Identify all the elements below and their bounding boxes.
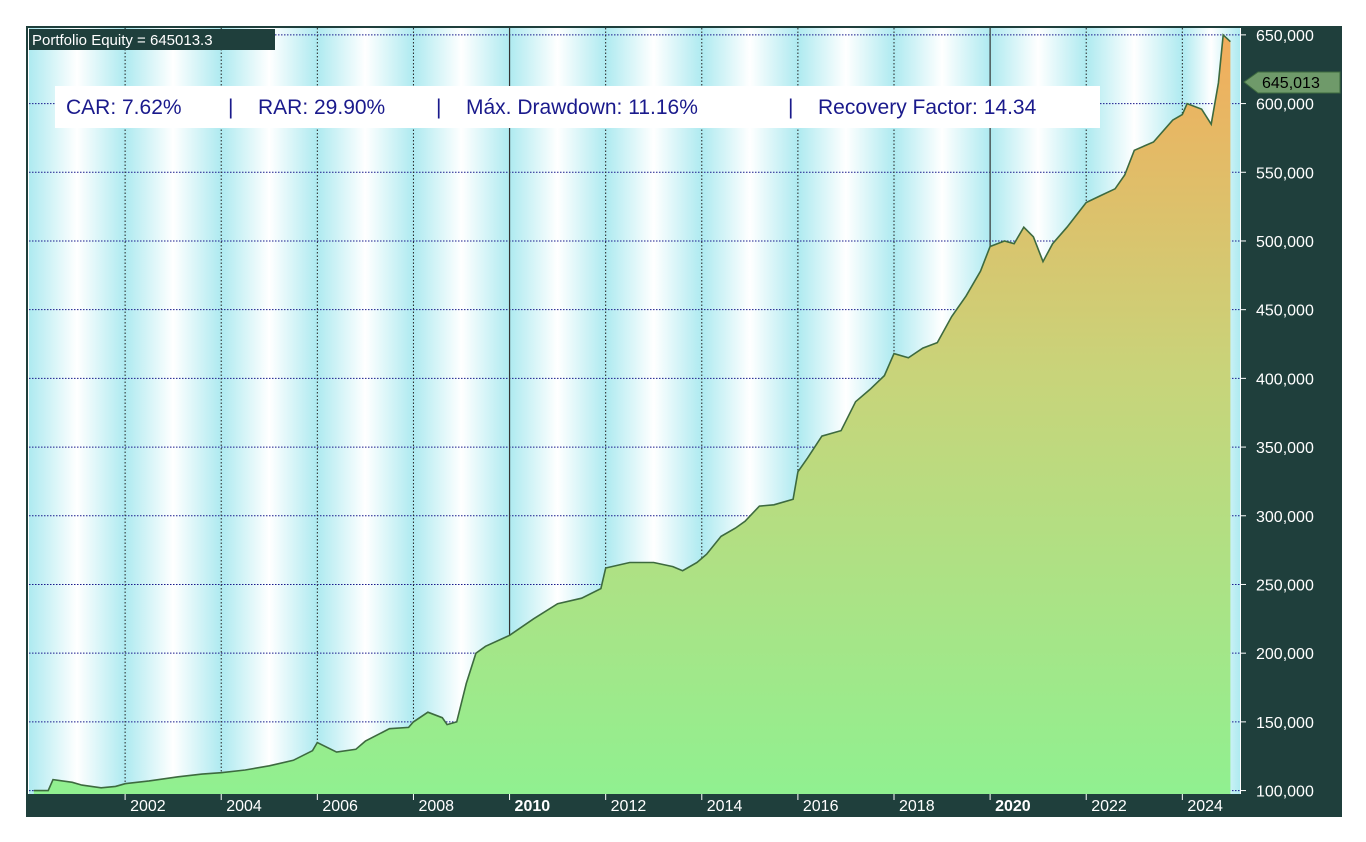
x-tick-label: 2024 bbox=[1187, 798, 1223, 815]
background-band bbox=[221, 28, 318, 794]
chart-title: Portfolio Equity = 645013.3 bbox=[32, 32, 213, 49]
y-tick-label: 400,000 bbox=[1256, 371, 1314, 388]
x-tick-label: 2014 bbox=[707, 798, 743, 815]
x-axis-ticks: 2002 2004 2006 2008 2010 2012 2014 2016 2018 2020… bbox=[124, 794, 1223, 815]
x-tick-label: 2016 bbox=[803, 798, 839, 815]
stat-separator: | bbox=[436, 96, 441, 119]
stat-separator: | bbox=[228, 96, 233, 119]
x-tick-label: 2006 bbox=[322, 798, 358, 815]
y-axis-panel bbox=[1241, 28, 1341, 816]
last-value-marker: 645,013 bbox=[1243, 71, 1341, 94]
y-tick-label: 500,000 bbox=[1256, 234, 1314, 251]
y-tick-label: 550,000 bbox=[1256, 165, 1314, 182]
x-axis-panel bbox=[28, 794, 1241, 816]
stats-line: CAR: 7.62% | RAR: 29.90% | Máx. Drawdown… bbox=[66, 96, 1037, 119]
stats-box bbox=[55, 86, 1100, 128]
x-tick-label: 2010 bbox=[515, 798, 551, 815]
x-tick-label: 2020 bbox=[995, 798, 1031, 815]
x-tick-label: 2004 bbox=[226, 798, 262, 815]
stat-car: CAR: 7.62% bbox=[66, 96, 182, 119]
y-tick-label: 100,000 bbox=[1256, 784, 1314, 801]
last-value-label: 645,013 bbox=[1262, 75, 1320, 92]
x-tick-label: 2018 bbox=[899, 798, 935, 815]
x-tick-label: 2002 bbox=[130, 798, 166, 815]
background-band bbox=[317, 28, 414, 794]
stat-separator: | bbox=[788, 96, 793, 119]
y-tick-label: 200,000 bbox=[1256, 646, 1314, 663]
y-tick-label: 350,000 bbox=[1256, 440, 1314, 457]
x-tick-label: 2012 bbox=[611, 798, 647, 815]
equity-area bbox=[33, 34, 1231, 794]
y-tick-label: 650,000 bbox=[1256, 28, 1314, 45]
stat-rar: RAR: 29.90% bbox=[258, 96, 385, 119]
x-tick-label: 2008 bbox=[418, 798, 454, 815]
background-band bbox=[29, 28, 126, 794]
stat-recovery-factor: Recovery Factor: 14.34 bbox=[818, 96, 1037, 119]
background-band bbox=[125, 28, 222, 794]
y-tick-label: 300,000 bbox=[1256, 509, 1314, 526]
y-tick-label: 600,000 bbox=[1256, 97, 1314, 114]
y-axis-ticks: 100,000 150,000 200,000 250,000 300,000 350,0… bbox=[1241, 28, 1314, 801]
y-tick-label: 250,000 bbox=[1256, 577, 1314, 594]
y-tick-label: 450,000 bbox=[1256, 303, 1314, 320]
equity-series bbox=[33, 33, 1231, 794]
stat-max-drawdown: Máx. Drawdown: 11.16% bbox=[466, 96, 698, 119]
last-value-tag bbox=[1243, 71, 1341, 94]
title-bg bbox=[29, 29, 275, 50]
x-tick-label: 2022 bbox=[1091, 798, 1127, 815]
equity-line bbox=[33, 33, 1231, 792]
y-tick-label: 150,000 bbox=[1256, 715, 1314, 732]
